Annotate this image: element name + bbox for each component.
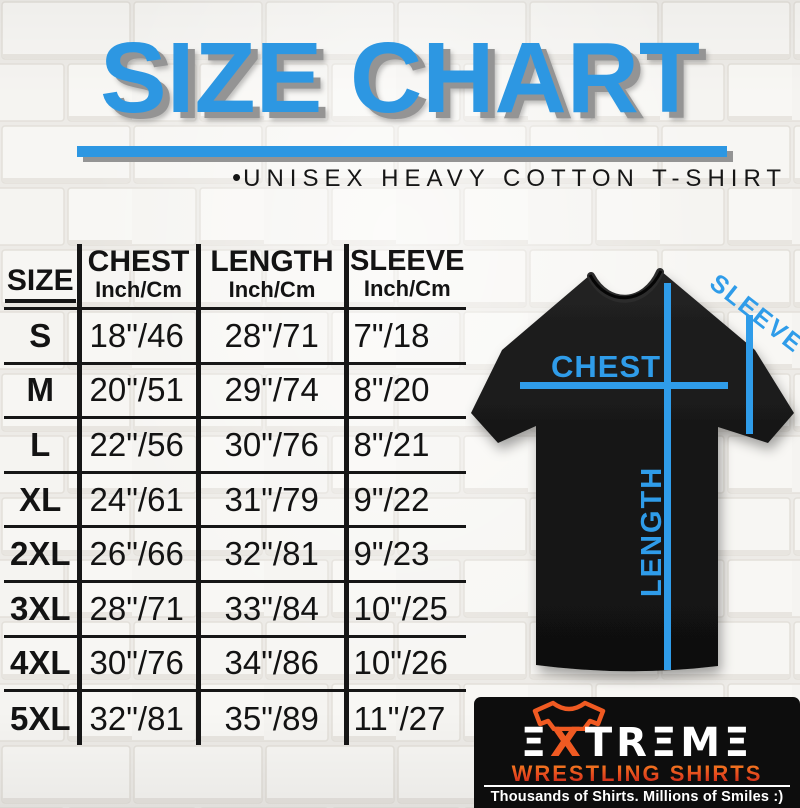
table-row: 3XL 28"/71 33"/84 10"/25 — [4, 581, 466, 638]
measurement-cell: 29"/74 — [195, 363, 346, 420]
subtitle-text: UNISEX HEAVY COTTON T-SHIRT — [243, 165, 787, 192]
table-row: L 22"/56 30"/76 8"/21 — [4, 417, 466, 474]
measurement-cell: 31"/79 — [195, 472, 346, 529]
row-size-label: 4XL — [4, 636, 79, 693]
measurement-cell: 10"/26 — [343, 636, 466, 693]
measurement-cell: 10"/25 — [343, 581, 466, 638]
size-table: SIZE CHEST Inch/Cm LENGTH Inch/Cm SLEEVE… — [4, 244, 466, 746]
column-header-length: LENGTH Inch/Cm — [195, 244, 346, 310]
row-size-label: XL — [4, 472, 79, 529]
tshirt-silhouette — [471, 271, 794, 672]
measurement-cell: 8"/20 — [343, 363, 466, 420]
logo-brand-sub: WRESTLING SHIRTS — [474, 763, 800, 785]
logo-divider-line — [484, 785, 790, 787]
length-line — [664, 283, 671, 670]
row-size-label: M — [4, 363, 79, 420]
measurement-cell: 28"/71 — [76, 581, 198, 638]
table-row: M 20"/51 29"/74 8"/20 — [4, 363, 466, 420]
measurement-cell: 28"/71 — [195, 308, 346, 365]
row-size-label: S — [4, 308, 79, 365]
column-header-sleeve: SLEEVE Inch/Cm — [343, 244, 466, 310]
chest-label: CHEST — [551, 349, 661, 384]
measurement-cell: 34"/86 — [195, 636, 346, 693]
page-title: SIZE CHART — [100, 22, 700, 134]
column-header-size: SIZE — [4, 244, 79, 310]
measurement-cell: 30"/76 — [195, 417, 346, 474]
table-row: 5XL 32"/81 35"/89 11"/27 — [4, 690, 466, 746]
size-table-body: S 18"/46 28"/71 7"/18 M 20"/51 29"/74 8"/20 L 22"… — [4, 308, 466, 746]
brand-logo: ΞXTRΞMΞ WRESTLING SHIRTS Thousands of Sh… — [474, 697, 800, 808]
logo-tagline: Thousands of Shirts. Millions of Smiles … — [490, 789, 784, 805]
measurement-cell: 33"/84 — [195, 581, 346, 638]
measurement-cell: 20"/51 — [76, 363, 198, 420]
measurement-cell: 32"/81 — [195, 526, 346, 583]
measurement-cell: 30"/76 — [76, 636, 198, 693]
sleeve-line — [746, 315, 753, 434]
row-size-label: L — [4, 417, 79, 474]
column-header-chest: CHEST Inch/Cm — [76, 244, 198, 310]
measurement-cell: 8"/21 — [343, 417, 466, 474]
table-row: 2XL 26"/66 32"/81 9"/23 — [4, 526, 466, 583]
collar-inner-line — [588, 270, 663, 300]
column-unit: Inch/Cm — [228, 277, 316, 303]
column-name: LENGTH — [210, 245, 334, 278]
measurement-cell: 7"/18 — [343, 308, 466, 365]
table-row: 4XL 30"/76 34"/86 10"/26 — [4, 636, 466, 693]
table-row: S 18"/46 28"/71 7"/18 — [4, 308, 466, 365]
column-name: CHEST — [87, 245, 190, 278]
measurement-cell: 32"/81 — [76, 690, 198, 746]
row-size-label: 3XL — [4, 581, 79, 638]
measurement-cell: 11"/27 — [343, 690, 466, 746]
tshirt-diagram: CHEST LENGTH SLEEVE — [471, 268, 800, 672]
tshirt-icon — [532, 700, 606, 731]
measurement-cell: 35"/89 — [195, 690, 346, 746]
title-underline-bar — [77, 146, 727, 157]
measurement-cell: 22"/56 — [76, 417, 198, 474]
column-unit: Inch/Cm — [95, 277, 182, 303]
chest-line — [520, 382, 728, 389]
page-subtitle: •UNISEX HEAVY COTTON T-SHIRT — [232, 162, 787, 193]
measurement-cell: 9"/22 — [343, 472, 466, 529]
logo-brand: ΞXTRΞMΞ — [520, 720, 754, 766]
column-unit: Inch/Cm — [363, 276, 451, 302]
length-label: LENGTH — [636, 466, 668, 597]
row-size-label: 2XL — [4, 526, 79, 583]
table-row: XL 24"/61 31"/79 9"/22 — [4, 472, 466, 529]
measurement-cell: 9"/23 — [343, 526, 466, 583]
row-size-label: 5XL — [9, 699, 71, 737]
table-header-row: SIZE CHEST Inch/Cm LENGTH Inch/Cm SLEEVE… — [4, 244, 466, 310]
measurement-cell: 26"/66 — [76, 526, 198, 583]
column-name: SLEEVE — [350, 245, 465, 277]
bullet-icon: • — [232, 162, 244, 192]
measurement-cell: 18"/46 — [76, 308, 198, 365]
measurement-cell: 24"/61 — [76, 472, 198, 529]
